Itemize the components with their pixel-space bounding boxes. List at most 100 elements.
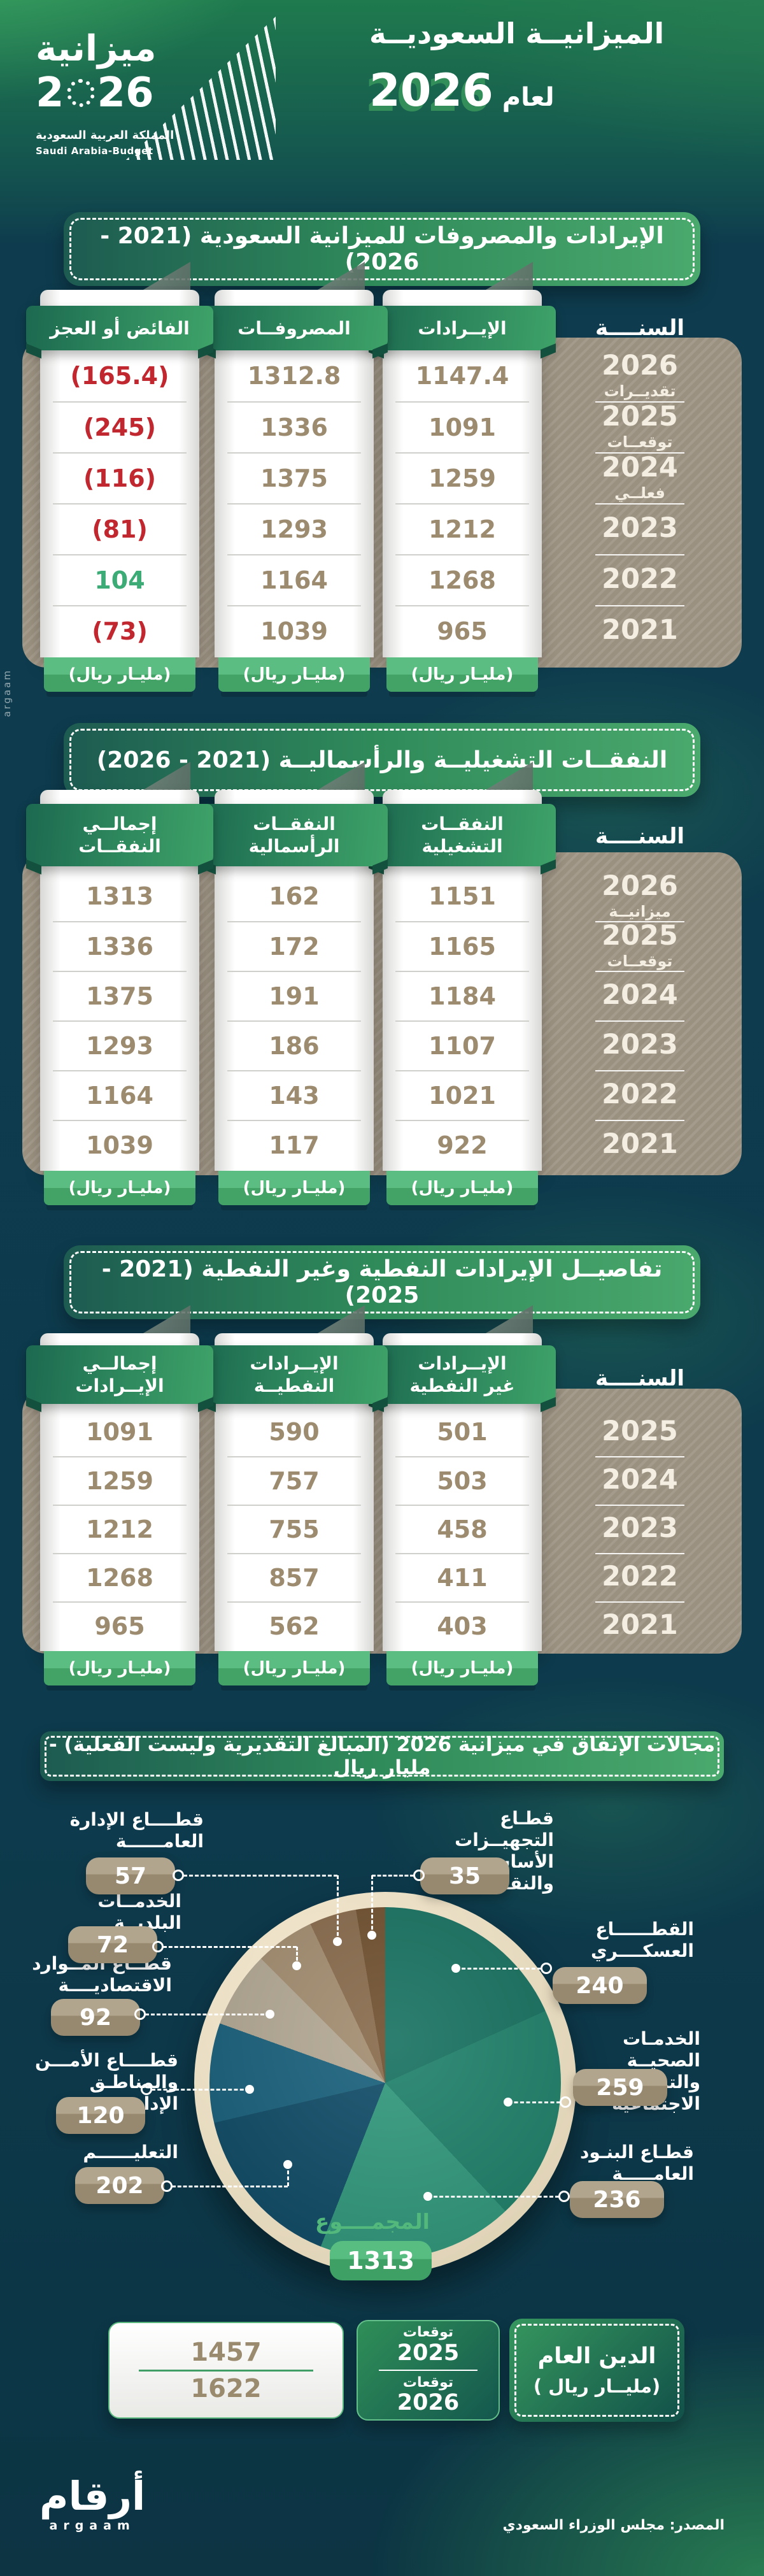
leader-ring-icon [152, 1941, 164, 1952]
year-separator [595, 401, 684, 403]
year-value: 2023 [602, 512, 678, 545]
year-separator [595, 452, 684, 454]
year-cell: 2023 [548, 1505, 732, 1553]
year-note: تقديــرات [604, 382, 676, 400]
year-note: توقعــات [607, 952, 673, 970]
year-value: 2025 [602, 401, 678, 433]
unit-label: (مليـار ريال) [386, 657, 538, 692]
year-value: 2023 [602, 1029, 678, 1061]
logo-country-english: Saudi Arabia-Budget [36, 145, 153, 157]
column-header-text: الرأسمالية [248, 836, 340, 857]
emblem-rosette-icon [66, 79, 95, 107]
value-cell: 1259 [53, 1456, 187, 1505]
section-title-revenues-expenditures: الإيرادات والمصروفات للميزانية السعودية … [64, 212, 700, 286]
argaam-watermark: argaam [1, 669, 13, 717]
year-cell: 2025 توقعــات [548, 921, 732, 971]
value-cell: 1268 [395, 554, 529, 605]
spend-sector-value: 72 [68, 1926, 157, 1963]
year-separator [595, 1601, 684, 1603]
value-rows: 162 172 191 186 143 117 [227, 871, 361, 1170]
spend-sector-value: 259 [573, 2069, 667, 2106]
year-separator [595, 1120, 684, 1121]
value-cell: (116) [53, 452, 187, 503]
column-header-text: النفقــات [421, 813, 504, 834]
column-header-text: النفقــات [253, 813, 336, 834]
value-cell: 503 [395, 1456, 529, 1505]
page-title-year-prefix: لعام [502, 83, 555, 112]
leader-line [296, 1947, 298, 1966]
value-cell: 1151 [428, 882, 496, 910]
unit-label: (مليـار ريال) [218, 1651, 370, 1685]
leader-dot-icon [245, 2085, 254, 2094]
column-header-text: النفطيــة [253, 1375, 335, 1396]
spend-sector-value: 92 [51, 1999, 140, 2036]
leader-line [183, 1875, 337, 1877]
column-header-text: الإيــرادات [418, 317, 507, 339]
section-title-spending-areas: مجالات الإنفاق في ميزانية 2026 (المبالغ … [40, 1731, 724, 1781]
year-separator [595, 605, 684, 606]
spend-sector-label-line: التعليــــــم [83, 2142, 178, 2163]
spend-sector-value: 35 [420, 1857, 509, 1894]
leader-line [287, 2165, 289, 2186]
value-cell: 1164 [53, 1070, 187, 1120]
value-cell: 1375 [53, 971, 187, 1020]
value-cell: 191 [227, 971, 361, 1020]
leader-line [145, 2014, 270, 2015]
value-cell: 1184 [395, 971, 529, 1020]
value-cell: 403 [395, 1601, 529, 1650]
spend-sector-label-line: الخدمـات الصحيــة [622, 2028, 700, 2072]
leader-dot-icon [333, 1937, 342, 1946]
spend-sector-label-line: قطــــاع الإدارة [69, 1809, 204, 1830]
value-cell: 562 [227, 1601, 361, 1650]
year-value: 2021 [602, 614, 678, 647]
spend-sector-value: 240 [553, 1967, 647, 2004]
value-rows: 1151 1165 1184 1107 1021 922 [395, 871, 529, 1170]
leader-dot-icon [504, 2098, 513, 2107]
year-separator [595, 1505, 684, 1506]
value-cell: 1039 [53, 1120, 187, 1170]
year-cell: 2022 [548, 1070, 732, 1120]
public-debt-years-box: توقعات 2025 توقعات 2026 [357, 2320, 500, 2421]
column-ribbon: النفقــات التشغيلية [369, 804, 556, 875]
year-note: فعلــي [614, 483, 665, 502]
page-title: الميزانيــة السعوديــة لعام 2026 [369, 17, 726, 117]
value-cell: 1268 [53, 1553, 187, 1601]
year-cell: 2023 [548, 1020, 732, 1070]
column-scroll: 1147.4 1091 1259 1212 1268 965 [383, 290, 542, 657]
value-cell: 1293 [53, 1020, 187, 1070]
spend-sector-label-line: العسكــــري [590, 1940, 694, 1962]
section-title-oil-nonoil: تفاصيــل الإيرادات النفطية وغير النفطية … [64, 1245, 700, 1319]
value-rows: 1091 1259 1212 1268 965 [53, 1408, 187, 1650]
unit-label: (مليـار ريال) [386, 1651, 538, 1685]
column-header-text: التشغيلية [421, 836, 503, 857]
year-separator [595, 1020, 684, 1022]
value-cell: (245) [53, 401, 187, 452]
column-header-text: الإيــرادات [75, 1375, 164, 1396]
year-value: 2022 [602, 1078, 678, 1111]
value-cell: 1091 [395, 401, 529, 452]
year-value: 2024 [602, 979, 678, 1012]
spend-sector-label-line: قطـاع البنـود [579, 2142, 694, 2163]
year-value: 2022 [602, 1561, 678, 1593]
column-header-text: الفائض أو العجز [50, 317, 190, 339]
value-cell: 172 [227, 921, 361, 971]
divider [379, 2370, 478, 2371]
source-text: المصدر: مجلس الوزراء السعودي [502, 2517, 725, 2533]
logo-country-arabic: المملكة العربية السعودية [36, 129, 174, 142]
value-cell: 590 [269, 1418, 320, 1446]
spend-sector-value: 236 [570, 2181, 664, 2218]
debt-year: 2026 [397, 2390, 460, 2416]
year-separator [595, 1070, 684, 1071]
leader-dot-icon [367, 1931, 376, 1940]
public-debt-2026: 1622 [190, 2373, 262, 2403]
value-cell: 1212 [53, 1505, 187, 1553]
leader-line [163, 1946, 297, 1948]
spend-sector-label-line: قطــــاع الأمـــن [35, 2050, 178, 2071]
debt-year-note: توقعات [402, 2375, 454, 2391]
year-separator [595, 1456, 684, 1457]
value-rows: (165.4) (245) (116) (81) 104 (73) [53, 350, 187, 656]
value-cell: 1312.8 [247, 362, 341, 390]
spend-sector-value: 202 [75, 2167, 164, 2204]
value-cell: 501 [437, 1418, 488, 1446]
column-ribbon: النفقــات الرأسمالية [201, 804, 388, 875]
